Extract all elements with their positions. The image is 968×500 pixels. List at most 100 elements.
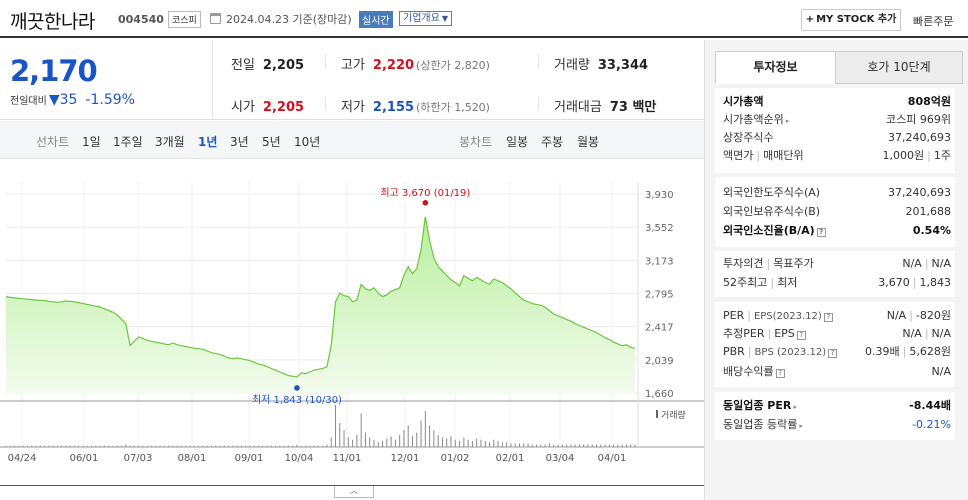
investment-info-panel: 투자정보 호가 10단계 시가총액 808억원 시가총액순위 ▸ 코스피 969위…	[704, 40, 968, 500]
per-label: PER	[723, 309, 745, 322]
week52-low-label: 최저	[777, 276, 798, 289]
plus-icon: +	[805, 14, 815, 25]
volume-bar	[433, 430, 435, 447]
volume-bar	[441, 437, 443, 447]
volume-bar	[369, 437, 371, 447]
candle-monthly[interactable]: 월봉	[577, 135, 600, 149]
trade-unit-value: 1주	[933, 149, 951, 162]
chart-period-bar: 선차트 1일 1주일 3개월 1년 3년 5년 10년 봉차트 일봉 주봉 월봉	[0, 121, 704, 159]
add-mystock-button[interactable]: + MY STOCK 추가	[801, 9, 901, 31]
volume-bar	[155, 445, 157, 447]
per-row: PER | EPS(2023.12)? N/A | -820원	[723, 309, 951, 322]
candle-weekly[interactable]: 주봉	[541, 135, 564, 149]
period-5y[interactable]: 5년	[262, 135, 281, 149]
volume-bar	[5, 445, 7, 447]
volume-bar	[257, 445, 259, 447]
period-1w[interactable]: 1주일	[113, 135, 143, 149]
x-tick-label: 02/01	[496, 453, 525, 464]
volume-bar	[621, 444, 623, 447]
tab-investment-info[interactable]: 투자정보	[715, 51, 836, 84]
volume-bar	[514, 443, 516, 447]
volume-bar	[121, 445, 123, 447]
volume-bar	[600, 444, 602, 447]
foreign-limit-label: 외국인한도주식수(A)	[723, 186, 821, 199]
period-3m[interactable]: 3개월	[155, 135, 185, 149]
market-cap-row: 시가총액 808억원	[723, 94, 951, 110]
period-10y[interactable]: 10년	[294, 135, 321, 149]
listed-shares-row: 상장주식수 37,240,693	[723, 130, 951, 146]
chevron-down-icon: ▼	[441, 14, 448, 23]
change-percent: -1.59%	[85, 92, 135, 108]
candle-daily[interactable]: 일봉	[506, 135, 529, 149]
foreign-hold-value: 201,688	[905, 205, 952, 218]
foreign-hold-label: 외국인보유주식수(B)	[723, 205, 821, 218]
week52-high-label: 52주최고	[723, 276, 768, 289]
company-overview-button[interactable]: 기업개요 ▼	[399, 11, 452, 26]
volume-bar	[103, 445, 105, 447]
volume-bar	[476, 438, 478, 447]
help-icon[interactable]: ?	[828, 349, 838, 358]
period-1y[interactable]: 1년	[198, 135, 218, 149]
current-price: 2,170	[10, 54, 98, 88]
prev-close: 전일 2,205	[231, 54, 304, 73]
volume-bar	[185, 445, 187, 447]
caret-right-icon: ▸	[793, 403, 797, 411]
high-marker	[422, 199, 429, 206]
volume-label: 거래량	[661, 409, 686, 421]
volume-bar	[634, 444, 636, 447]
tab-orderbook-10[interactable]: 호가 10단계	[835, 51, 963, 84]
volume-bar	[437, 435, 439, 447]
volume-bar	[506, 442, 508, 447]
x-tick-label: 10/04	[285, 453, 314, 464]
volume-bar	[228, 445, 230, 447]
volume-bar	[35, 445, 37, 447]
help-icon[interactable]: ?	[823, 313, 833, 322]
par-value-row: 액면가 | 매매단위 1,000원 | 1주	[723, 149, 951, 162]
stock-name: 깨끗한나라	[10, 11, 95, 33]
low-label: 저가	[341, 100, 365, 115]
price-chart: 3,930 3,552 3,173 2,795 2,417 2,039 1,660 04/24…	[0, 160, 704, 488]
target-price-label: 목표주가	[773, 257, 814, 270]
high-value: 2,220	[372, 58, 415, 73]
volume-bar	[536, 444, 538, 447]
quick-order-link[interactable]: 빠른주문	[913, 15, 954, 28]
volume-bar	[206, 445, 208, 447]
help-icon[interactable]: ?	[796, 331, 806, 340]
realtime-badge[interactable]: 실시간	[359, 11, 393, 28]
pbr-row: PBR | BPS (2023.12)? 0.39배 | 5,628원	[723, 345, 951, 358]
price-line	[5, 216, 636, 378]
volume-bar	[198, 445, 200, 447]
volume-bar	[193, 445, 195, 447]
par-value-label: 액면가	[723, 149, 754, 162]
volume-bar	[253, 445, 255, 447]
volume-bar	[446, 438, 448, 447]
volume-bar	[270, 445, 272, 447]
volume-bar	[172, 445, 174, 447]
volume-bar	[390, 436, 392, 447]
calendar-icon	[210, 13, 221, 24]
y-tick-label: 3,930	[645, 190, 674, 201]
opinion-row: 투자의견 | 목표주가 N/A | N/A	[723, 257, 951, 270]
volume-bar	[429, 425, 431, 447]
divider	[538, 96, 539, 110]
volume-bar	[215, 445, 217, 447]
chart-collapse-handle[interactable]: ︿	[334, 486, 374, 498]
industry-rate-row: 동일업종 등락률 ▸ -0.21%	[723, 417, 951, 433]
volume-bar	[39, 445, 41, 447]
y-tick-label: 2,795	[645, 290, 674, 301]
volume-bar	[352, 439, 354, 447]
down-triangle-icon: ▼	[48, 92, 60, 108]
volume-bar	[232, 445, 234, 447]
volume-bar	[168, 445, 170, 447]
volume-value: 33,344	[597, 58, 649, 73]
volume-bar	[240, 445, 242, 447]
volume-bar	[561, 444, 563, 447]
period-3y[interactable]: 3년	[230, 135, 249, 149]
help-icon[interactable]: ?	[775, 369, 785, 378]
volume-bar	[210, 445, 212, 447]
help-icon[interactable]: ?	[816, 228, 826, 237]
period-1d[interactable]: 1일	[82, 135, 101, 149]
change-amount: 35	[59, 92, 78, 108]
volume-bar	[163, 445, 165, 447]
volume-bar	[591, 444, 593, 447]
